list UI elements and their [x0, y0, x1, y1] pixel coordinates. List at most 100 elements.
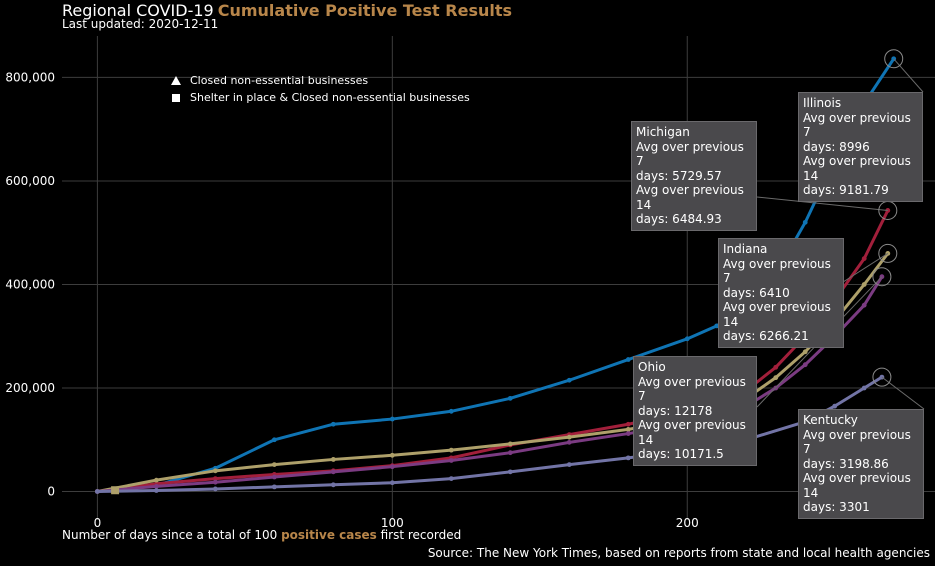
x-axis-label: Number of days since a total of 100 posi… — [62, 528, 461, 542]
x-axis-label-pre: Number of days since a total of 100 — [62, 528, 278, 542]
square-icon — [170, 93, 182, 102]
data-point — [448, 458, 454, 463]
data-point — [271, 437, 277, 443]
data-point — [153, 488, 159, 493]
tooltip-line: Avg over previous 14 — [803, 471, 911, 500]
x-axis-label-post: first recorded — [380, 528, 462, 542]
tooltip-line: Avg over previous 7 — [803, 110, 911, 140]
legend: Closed non-essential businesses Shelter … — [170, 72, 470, 106]
data-point — [861, 302, 867, 308]
tooltip-kentucky: Kentucky Avg over previous 7 days: 3198.… — [798, 409, 924, 519]
connector-kentucky — [881, 376, 925, 410]
tooltip-line: days: 9181.79 — [803, 183, 889, 197]
end-highlight-indiana — [878, 243, 898, 263]
grid: 0 200,000 400,000 600,000 800,000 0 100 200 — [5, 36, 935, 530]
tooltip-line: Avg over previous 7 — [723, 256, 831, 286]
legend-item-closed: Closed non-essential businesses — [170, 72, 470, 89]
title-main: Regional COVID-19 — [62, 1, 214, 20]
data-point — [330, 457, 336, 462]
data-point — [625, 357, 631, 362]
tooltip-line: days: 10171.5 — [638, 447, 724, 461]
tooltip-line: Avg over previous 7 — [638, 374, 746, 404]
end-highlight-ohio — [872, 267, 892, 287]
connector-michigan — [756, 196, 888, 211]
data-point — [389, 480, 395, 486]
tooltip-state: Ohio — [638, 360, 666, 374]
data-point — [389, 464, 395, 470]
series-line-illinois — [97, 57, 895, 493]
data-point — [861, 256, 867, 261]
tooltip-line: Avg over previous 14 — [636, 183, 744, 212]
x-tick-label: 0 — [94, 516, 102, 530]
x-tick-label: 100 — [381, 516, 404, 530]
data-point — [802, 349, 808, 355]
data-point — [507, 469, 513, 475]
end-highlight-illinois — [884, 49, 904, 69]
data-point — [802, 219, 808, 225]
source-note: Source: The New York Times, based on rep… — [427, 546, 930, 560]
tooltip-line: Avg over previous 7 — [636, 139, 744, 169]
data-point — [625, 421, 631, 427]
data-point — [773, 375, 779, 381]
triangle-icon — [170, 76, 182, 85]
tooltip-line: days: 6266.21 — [723, 329, 809, 343]
chart-title: Regional COVID-19 Cumulative Positive Tes… — [62, 1, 512, 20]
y-tick-label: 0 — [47, 485, 55, 499]
tooltip-line: days: 12178 — [638, 403, 713, 418]
data-point — [271, 474, 277, 480]
tooltip-line: days: 6410 — [723, 285, 790, 300]
data-point — [625, 455, 631, 461]
data-point — [389, 452, 395, 458]
y-tick-label: 400,000 — [5, 277, 55, 291]
data-point — [448, 447, 454, 453]
data-point — [507, 395, 513, 401]
tooltip-line: days: 3198.86 — [803, 456, 889, 471]
data-point — [212, 476, 218, 481]
tooltip-line: Avg over previous 14 — [723, 300, 831, 329]
data-point — [212, 468, 218, 474]
data-point — [832, 403, 838, 409]
data-point — [507, 450, 513, 456]
tooltip-illinois: Illinois Avg over previous 7 days: 8996 … — [798, 92, 923, 202]
y-tick-label: 600,000 — [5, 174, 55, 188]
connector-illinois — [893, 58, 924, 93]
tooltip-state: Kentucky — [803, 413, 858, 427]
data-point — [212, 479, 218, 485]
tooltip-state: Indiana — [723, 242, 768, 256]
data-point — [389, 416, 395, 422]
data-point — [861, 282, 867, 287]
data-point — [625, 431, 631, 436]
data-point — [566, 462, 572, 468]
x-tick-label: 200 — [676, 516, 699, 530]
tooltip-indiana: Indiana Avg over previous 7 days: 6410 A… — [718, 238, 844, 348]
data-point — [271, 462, 277, 468]
data-point — [773, 364, 779, 370]
end-highlight-kentucky — [872, 367, 892, 387]
data-point — [94, 489, 100, 494]
data-point — [566, 434, 572, 440]
y-tick-label: 800,000 — [5, 70, 55, 84]
tooltip-state: Michigan — [636, 125, 690, 139]
data-point — [566, 377, 572, 383]
tooltip-line: Avg over previous 14 — [638, 418, 746, 447]
tooltip-line: days: 3301 — [803, 500, 870, 514]
legend-item-shelter: Shelter in place & Closed non-essential … — [170, 89, 470, 106]
data-point — [714, 323, 720, 329]
title-subtitle: Cumulative Positive Test Results — [217, 1, 513, 20]
data-point — [330, 469, 336, 475]
data-point — [330, 421, 336, 427]
tooltip-state: Illinois — [803, 96, 842, 110]
data-point — [448, 476, 454, 481]
tooltip-line: days: 5729.57 — [636, 168, 722, 183]
series-endpoints — [872, 49, 904, 387]
data-point — [330, 482, 336, 488]
data-point — [507, 441, 513, 447]
tooltip-line: days: 8996 — [803, 139, 870, 154]
data-point — [153, 477, 159, 483]
legend-label: Closed non-essential businesses — [190, 74, 369, 87]
tooltip-line: Avg over previous 7 — [803, 427, 911, 457]
shelter-marker — [111, 486, 120, 495]
tooltip-line: days: 6484.93 — [636, 212, 722, 226]
data-point — [566, 439, 572, 445]
x-axis-label-highlight: positive cases — [281, 528, 377, 542]
